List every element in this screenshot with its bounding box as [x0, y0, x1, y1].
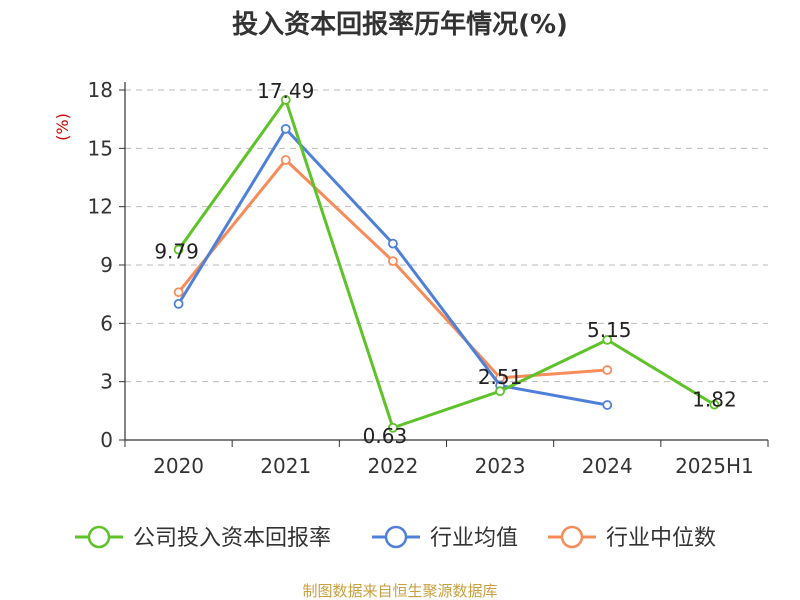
series-0-point-2023: [495, 386, 505, 397]
axes: [119, 82, 769, 447]
series-0-point-2022: [388, 422, 398, 433]
series-0-point-2024: [602, 334, 613, 345]
x-tick-label-2023: 2023: [475, 454, 526, 478]
source-note: 制图数据来自恒生聚源数据库: [302, 582, 497, 600]
y-tick-label-12: 12: [88, 195, 113, 219]
series-0-point-2025H1: [709, 399, 720, 410]
data-label-2024: 5.15: [587, 318, 632, 342]
series-group: [173, 95, 720, 433]
series-line-0: [177, 98, 716, 430]
data-label-2022: 0.63: [363, 424, 408, 448]
legend-marker-2: [560, 525, 584, 549]
y-tick-label-9: 9: [100, 253, 113, 277]
series-2: [173, 155, 613, 383]
y-tick-label-15: 15: [88, 136, 113, 160]
data-label-2023: 2.51: [478, 365, 523, 389]
series-1-point-2021: [280, 123, 291, 134]
data-label-2025H1: 1.82: [692, 388, 737, 412]
grid-lines: [125, 89, 768, 383]
legend-label-1: 行业均值: [430, 526, 518, 551]
series-line-2: [177, 158, 608, 380]
series-1-point-2020: [173, 298, 184, 309]
series-2-point-2021: [280, 155, 291, 165]
data-labels: 9.79 17.49 0.63 2.51 5.15 1.82: [154, 79, 736, 448]
x-tick-label-2024: 2024: [582, 454, 633, 478]
legend-label-2: 行业中位数: [606, 526, 716, 551]
chart-title: 投入资本回报率历年情况(%): [232, 9, 568, 40]
series-1-point-2024: [602, 400, 613, 410]
series-2-point-2020: [173, 287, 184, 298]
y-tick-label-3: 3: [100, 370, 113, 394]
legend-marker-0: [87, 525, 111, 549]
legend-item-1[interactable]: 行业均值: [372, 525, 518, 551]
legend-marker-1: [384, 525, 408, 549]
legend-label-0: 公司投入资本回报率: [133, 526, 331, 551]
y-tick-labels: 0 3 6 9 12 15 18: [88, 78, 113, 452]
series-line-1: [177, 127, 608, 407]
legend-item-0[interactable]: 公司投入资本回报率: [75, 525, 331, 551]
series-0-point-2021: [280, 95, 291, 105]
y-axis-label: (%): [53, 113, 72, 141]
y-tick-label-18: 18: [88, 78, 113, 102]
x-tick-label-2022: 2022: [367, 454, 418, 478]
data-label-2021: 17.49: [257, 79, 314, 103]
series-2-point-2024: [602, 365, 613, 375]
data-label-2020: 9.79: [154, 240, 199, 264]
series-1-point-2022: [388, 238, 398, 249]
x-tick-label-2021: 2021: [260, 454, 311, 478]
legend-item-2[interactable]: 行业中位数: [548, 525, 716, 551]
series-2-point-2022: [388, 256, 398, 267]
series-1: [173, 123, 613, 410]
series-0: [173, 95, 720, 433]
x-tick-label-2020: 2020: [153, 454, 204, 478]
legend[interactable]: 公司投入资本回报率 行业均值 行业中位数: [75, 525, 716, 551]
x-tick-label-2025H1: 2025H1: [675, 454, 754, 478]
series-0-point-2020: [173, 244, 184, 255]
x-tick-labels: 2020 2021 2022 2023 2024 2025H1: [153, 454, 754, 478]
y-tick-label-6: 6: [100, 311, 113, 335]
y-tick-label-0: 0: [100, 428, 113, 452]
